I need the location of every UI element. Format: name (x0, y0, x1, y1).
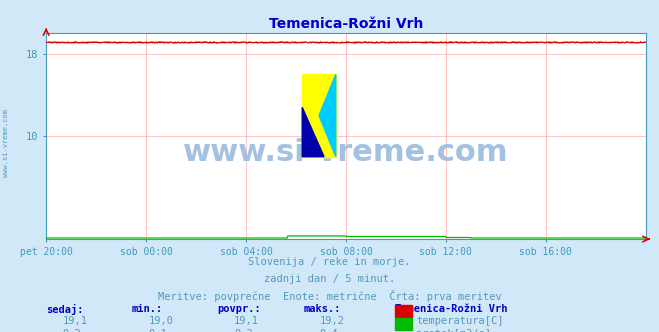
Polygon shape (302, 74, 336, 157)
Text: 0,1: 0,1 (148, 329, 167, 332)
Text: Temenica-Rožni Vrh: Temenica-Rožni Vrh (395, 304, 508, 314)
Text: www.si-vreme.com: www.si-vreme.com (3, 109, 9, 177)
Text: zadnji dan / 5 minut.: zadnji dan / 5 minut. (264, 274, 395, 284)
Text: pretok[m3/s]: pretok[m3/s] (416, 329, 492, 332)
Text: Slovenija / reke in morje.: Slovenija / reke in morje. (248, 257, 411, 267)
Text: 0,2: 0,2 (234, 329, 252, 332)
Text: maks.:: maks.: (303, 304, 341, 314)
Text: min.:: min.: (132, 304, 163, 314)
Text: www.si-vreme.com: www.si-vreme.com (183, 138, 509, 167)
Polygon shape (302, 107, 324, 157)
Text: sedaj:: sedaj: (46, 304, 84, 315)
Text: 19,0: 19,0 (148, 316, 173, 326)
Text: 0,4: 0,4 (320, 329, 338, 332)
Text: 0,2: 0,2 (63, 329, 81, 332)
Text: Meritve: povprečne  Enote: metrične  Črta: prva meritev: Meritve: povprečne Enote: metrične Črta:… (158, 290, 501, 302)
Title: Temenica-Rožni Vrh: Temenica-Rožni Vrh (269, 17, 423, 31)
Text: 19,1: 19,1 (234, 316, 259, 326)
Text: 19,1: 19,1 (63, 316, 88, 326)
Text: 19,2: 19,2 (320, 316, 345, 326)
Text: temperatura[C]: temperatura[C] (416, 316, 504, 326)
Text: povpr.:: povpr.: (217, 304, 261, 314)
Polygon shape (319, 74, 336, 157)
